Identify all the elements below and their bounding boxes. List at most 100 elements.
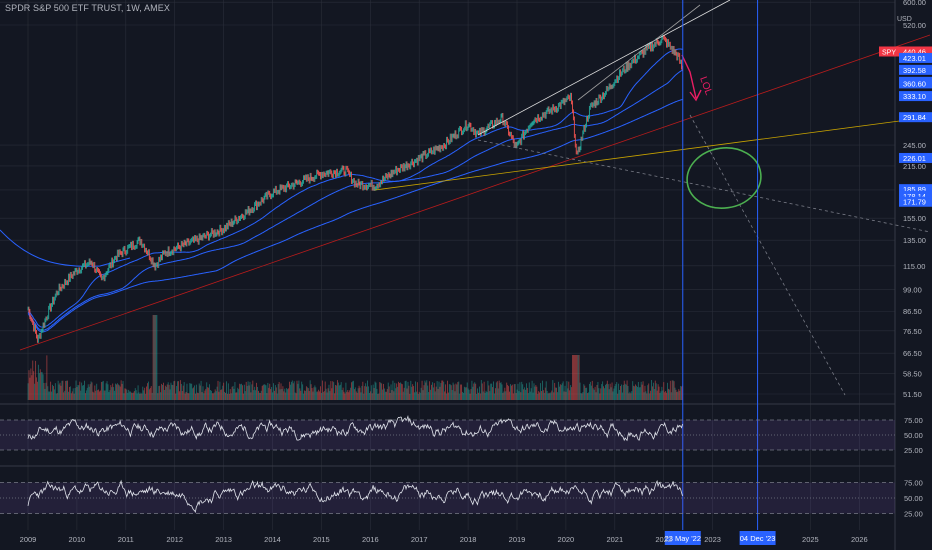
volume-bar — [518, 391, 520, 400]
rsi-pane-2 — [0, 479, 895, 514]
volume-bar — [563, 391, 565, 400]
volume-bar — [453, 384, 455, 400]
volume-bar — [469, 393, 471, 400]
volume-bar — [629, 391, 631, 400]
price-badge — [899, 64, 932, 75]
volume-bar — [678, 389, 680, 400]
volume-bar — [355, 391, 357, 400]
volume-bar — [186, 383, 188, 400]
volume-bar — [212, 393, 214, 400]
volume-bar — [651, 380, 652, 400]
volume-bar — [547, 393, 549, 400]
volume-bar — [65, 380, 67, 400]
volume-bar — [179, 391, 180, 400]
volume-bar — [630, 393, 632, 400]
volume-bar — [673, 381, 675, 400]
volume-bar — [535, 385, 537, 400]
volume-bar — [147, 381, 149, 400]
volume-bar — [612, 391, 614, 400]
volume-bar — [360, 392, 362, 400]
volume-bar — [230, 393, 232, 400]
volume-bar — [487, 380, 489, 400]
volume-bar — [109, 390, 111, 400]
volume-bar — [259, 392, 261, 400]
volume-bar — [587, 393, 589, 400]
volume-bar — [557, 392, 558, 400]
volume-bar — [620, 384, 622, 400]
volume-bar — [52, 386, 54, 400]
volume-bar — [449, 384, 451, 400]
volume-bar — [572, 355, 573, 400]
volume-bar — [78, 385, 80, 400]
volume-bar — [194, 393, 196, 400]
volume-bar — [349, 390, 351, 400]
volume-bar — [307, 388, 309, 400]
volume-bar — [247, 381, 249, 400]
volume-bar — [324, 381, 326, 400]
volume-bar — [75, 380, 77, 400]
volume-bar — [549, 393, 551, 400]
volume-bar — [568, 381, 570, 400]
volume-bar — [104, 390, 106, 400]
volume-bar — [302, 384, 304, 400]
volume-bar — [46, 355, 48, 400]
volume-bar — [442, 380, 444, 400]
volume-bar — [432, 387, 434, 400]
volume-bar — [90, 381, 92, 400]
volume-bar — [546, 390, 548, 400]
volume-bar — [548, 392, 550, 400]
volume-bar — [271, 387, 273, 400]
volume-bar — [674, 387, 676, 400]
volume-bar — [99, 391, 100, 400]
volume-bar — [128, 389, 130, 400]
volume-bar — [618, 383, 620, 400]
volume-bar — [131, 392, 132, 400]
volume-bar — [610, 387, 612, 400]
volume-bar — [85, 390, 87, 400]
volume-bar — [430, 389, 431, 400]
volume-bar — [319, 391, 321, 400]
volume-bar — [139, 393, 141, 400]
volume-bar — [114, 390, 116, 400]
volume-bar — [295, 393, 297, 400]
volume-bar — [95, 390, 97, 400]
volume-bar — [27, 383, 29, 400]
volume-bar — [285, 392, 287, 400]
volume-bar — [334, 393, 336, 400]
price-badge — [899, 78, 932, 89]
volume-bar — [201, 392, 203, 400]
volume-bar — [323, 391, 325, 400]
volume-bar — [43, 382, 45, 400]
volume-bar — [647, 385, 649, 400]
volume-bar — [38, 373, 40, 400]
volume-bar — [32, 360, 34, 400]
volume-bar — [202, 386, 204, 400]
price-badge — [899, 184, 932, 195]
volume-bar — [336, 380, 338, 400]
volume-bar — [303, 393, 305, 400]
volume-bar — [397, 386, 399, 400]
volume-bar — [37, 364, 39, 400]
x-tick-label: 2020 — [558, 535, 575, 544]
volume-bar — [320, 386, 321, 400]
rsi-level-label: 75.00 — [904, 479, 923, 488]
volume-bar — [59, 382, 61, 400]
volume-bar — [551, 390, 553, 400]
volume-bar — [447, 380, 448, 400]
volume-bar — [287, 389, 289, 400]
volume-bar — [577, 355, 579, 400]
volume-bar — [516, 389, 518, 400]
volume-bar — [92, 391, 94, 400]
volume-bar — [663, 382, 665, 400]
x-tick-label: 2026 — [851, 535, 868, 544]
volume-bar — [52, 384, 53, 400]
volume-bar — [412, 384, 414, 400]
volume-bar — [299, 388, 301, 400]
volume-bar — [515, 393, 517, 400]
volume-bar — [445, 384, 447, 400]
volume-bar — [493, 381, 494, 400]
volume-bar — [289, 384, 291, 400]
volume-bar — [599, 393, 601, 400]
volume-bar — [368, 386, 369, 400]
